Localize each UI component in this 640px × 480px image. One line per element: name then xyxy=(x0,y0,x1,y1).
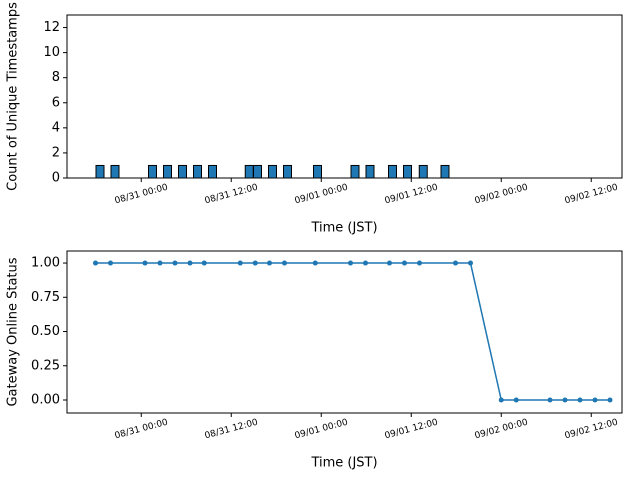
bar xyxy=(208,164,217,179)
y-tick-label: 1.00 xyxy=(31,256,60,271)
bar xyxy=(283,164,292,179)
x-axis-label: Time (JST) xyxy=(310,456,377,471)
point xyxy=(417,260,422,266)
bar xyxy=(388,164,397,179)
bar xyxy=(95,164,105,179)
point xyxy=(187,260,193,266)
point xyxy=(252,260,258,266)
bar xyxy=(253,164,262,179)
point xyxy=(513,397,519,403)
bar xyxy=(365,164,375,179)
bar xyxy=(110,164,120,179)
point xyxy=(282,260,287,266)
bar xyxy=(193,164,202,179)
y-tick-label: 0.25 xyxy=(31,358,60,373)
y-axis-label: Count of Unique Timestamps xyxy=(6,2,21,191)
point xyxy=(547,397,553,403)
bar xyxy=(403,164,412,179)
point xyxy=(237,260,243,266)
y-tick-label: 10 xyxy=(43,45,60,60)
point xyxy=(108,260,113,266)
point xyxy=(577,397,583,403)
point xyxy=(93,260,98,266)
bar xyxy=(313,164,322,179)
axes-frame xyxy=(66,14,623,179)
point xyxy=(468,260,473,266)
bar xyxy=(268,164,277,179)
y-tick-label: 0.00 xyxy=(31,392,60,407)
y-tick-label: 4 xyxy=(52,120,60,135)
bar xyxy=(350,164,360,179)
y-tick-label: 0.50 xyxy=(31,324,60,339)
point xyxy=(201,260,207,266)
y-tick-label: 0.75 xyxy=(31,290,60,305)
point xyxy=(267,260,272,266)
point xyxy=(348,260,353,266)
bar xyxy=(418,164,428,179)
point xyxy=(498,397,504,403)
point xyxy=(312,260,318,266)
bar xyxy=(163,164,172,179)
x-axis-label: Time (JST) xyxy=(310,221,377,236)
y-tick-label: 2 xyxy=(52,145,60,160)
bar xyxy=(178,164,187,179)
bar xyxy=(148,164,157,179)
y-axis-label: Gateway Online Status xyxy=(6,257,21,406)
y-tick-label: 12 xyxy=(43,20,60,35)
point xyxy=(157,260,163,266)
y-tick-label: 0 xyxy=(52,171,60,186)
point xyxy=(387,260,392,266)
y-tick-label: 6 xyxy=(52,95,60,110)
point xyxy=(402,260,407,266)
point xyxy=(142,260,148,266)
y-tick-label: 8 xyxy=(52,70,60,85)
bar xyxy=(440,164,450,179)
point xyxy=(453,260,458,266)
point xyxy=(607,397,613,403)
point xyxy=(363,260,368,266)
point xyxy=(592,397,598,403)
point xyxy=(562,397,568,403)
point xyxy=(172,260,178,266)
bar xyxy=(244,164,254,179)
